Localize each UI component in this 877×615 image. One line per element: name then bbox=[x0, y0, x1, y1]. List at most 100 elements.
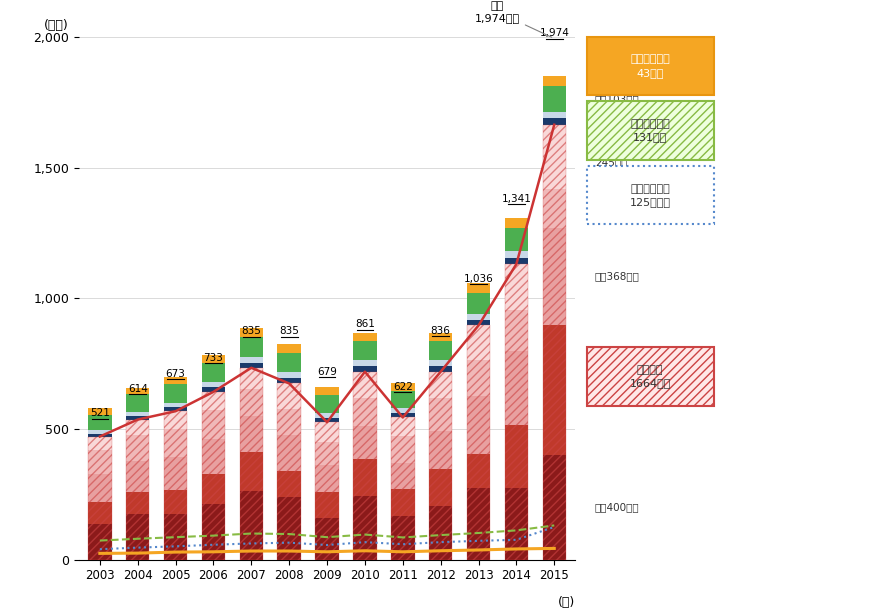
Bar bbox=[202, 363, 225, 382]
Bar bbox=[202, 392, 225, 560]
Bar bbox=[202, 474, 225, 504]
Text: 614: 614 bbox=[128, 384, 147, 394]
Bar bbox=[504, 218, 528, 228]
Bar bbox=[202, 410, 225, 439]
Bar bbox=[277, 352, 301, 372]
Text: アジアその他
245万人: アジアその他 245万人 bbox=[595, 146, 631, 167]
Bar bbox=[390, 408, 414, 413]
Bar bbox=[88, 450, 111, 474]
Bar bbox=[429, 360, 452, 367]
Bar bbox=[88, 502, 111, 523]
Bar bbox=[504, 264, 528, 560]
Bar bbox=[277, 384, 301, 560]
Bar bbox=[353, 371, 376, 398]
Bar bbox=[202, 439, 225, 474]
Bar bbox=[277, 498, 301, 560]
Bar bbox=[277, 471, 301, 498]
Text: 英国26万人: 英国26万人 bbox=[595, 116, 632, 126]
Text: 北アメリカ計
131万人: 北アメリカ計 131万人 bbox=[630, 119, 669, 142]
Bar bbox=[467, 325, 489, 360]
Bar bbox=[239, 368, 263, 560]
Text: ヨーロッパ計
125万人：: ヨーロッパ計 125万人： bbox=[629, 184, 670, 207]
Bar bbox=[164, 514, 187, 560]
Bar bbox=[125, 419, 149, 435]
Bar bbox=[88, 523, 111, 560]
Bar bbox=[542, 125, 566, 560]
Text: 1,341: 1,341 bbox=[501, 194, 531, 204]
Bar bbox=[239, 336, 263, 357]
Bar bbox=[429, 506, 452, 560]
Bar bbox=[504, 488, 528, 560]
Bar bbox=[125, 394, 149, 411]
Text: 中国499万人: 中国499万人 bbox=[595, 385, 639, 395]
Bar bbox=[542, 189, 566, 229]
Bar bbox=[88, 430, 111, 434]
Bar bbox=[315, 418, 339, 422]
Bar bbox=[315, 395, 339, 413]
Bar bbox=[390, 413, 414, 418]
Bar bbox=[315, 518, 339, 560]
Bar bbox=[315, 422, 339, 560]
Bar bbox=[390, 436, 414, 463]
Bar bbox=[164, 407, 187, 411]
Bar bbox=[542, 455, 566, 560]
Text: アジア計
1664万人: アジア計 1664万人 bbox=[629, 365, 670, 388]
Bar bbox=[467, 396, 489, 453]
Bar bbox=[239, 368, 263, 389]
Bar bbox=[390, 516, 414, 560]
Bar bbox=[429, 399, 452, 430]
Text: 1,036: 1,036 bbox=[463, 274, 493, 284]
Text: (万人): (万人) bbox=[44, 18, 69, 31]
Bar bbox=[429, 371, 452, 399]
Bar bbox=[277, 344, 301, 352]
Bar bbox=[390, 418, 414, 560]
Bar bbox=[277, 408, 301, 435]
Bar bbox=[239, 328, 263, 336]
Bar bbox=[390, 383, 414, 391]
Bar bbox=[164, 376, 187, 384]
Bar bbox=[125, 435, 149, 461]
Bar bbox=[164, 429, 187, 457]
Bar bbox=[88, 415, 111, 430]
Text: フランス21万人: フランス21万人 bbox=[595, 110, 645, 120]
Bar bbox=[542, 118, 566, 125]
Text: 835: 835 bbox=[279, 326, 299, 336]
Bar bbox=[239, 357, 263, 363]
Bar bbox=[467, 453, 489, 488]
Bar bbox=[504, 228, 528, 252]
Bar bbox=[88, 474, 111, 502]
Bar bbox=[542, 113, 566, 118]
Text: 香港152万人: 香港152万人 bbox=[595, 204, 639, 213]
Bar bbox=[88, 437, 111, 450]
Text: 679: 679 bbox=[317, 367, 337, 377]
Bar bbox=[315, 422, 339, 442]
Bar bbox=[202, 355, 225, 363]
Text: 豪州38万人: 豪州38万人 bbox=[595, 76, 632, 85]
Bar bbox=[164, 490, 187, 514]
Bar bbox=[125, 492, 149, 514]
Bar bbox=[164, 384, 187, 403]
Text: オセアニア計
43万人: オセアニア計 43万人 bbox=[630, 55, 669, 77]
Bar bbox=[125, 514, 149, 560]
Bar bbox=[390, 489, 414, 516]
Text: 1,974: 1,974 bbox=[538, 28, 568, 39]
Bar bbox=[542, 125, 566, 189]
Bar bbox=[467, 293, 489, 314]
Bar bbox=[504, 351, 528, 424]
Bar bbox=[542, 325, 566, 455]
Bar bbox=[239, 363, 263, 368]
Bar bbox=[125, 416, 149, 419]
Bar bbox=[315, 492, 339, 518]
Bar bbox=[277, 435, 301, 471]
Bar bbox=[504, 258, 528, 264]
Bar bbox=[429, 333, 452, 341]
Bar bbox=[542, 85, 566, 113]
Bar bbox=[315, 465, 339, 492]
Bar bbox=[467, 320, 489, 325]
Bar bbox=[164, 411, 187, 429]
Text: 521: 521 bbox=[89, 408, 110, 418]
Bar bbox=[164, 403, 187, 407]
Bar bbox=[239, 416, 263, 453]
Text: 622: 622 bbox=[392, 382, 412, 392]
Bar bbox=[202, 382, 225, 387]
